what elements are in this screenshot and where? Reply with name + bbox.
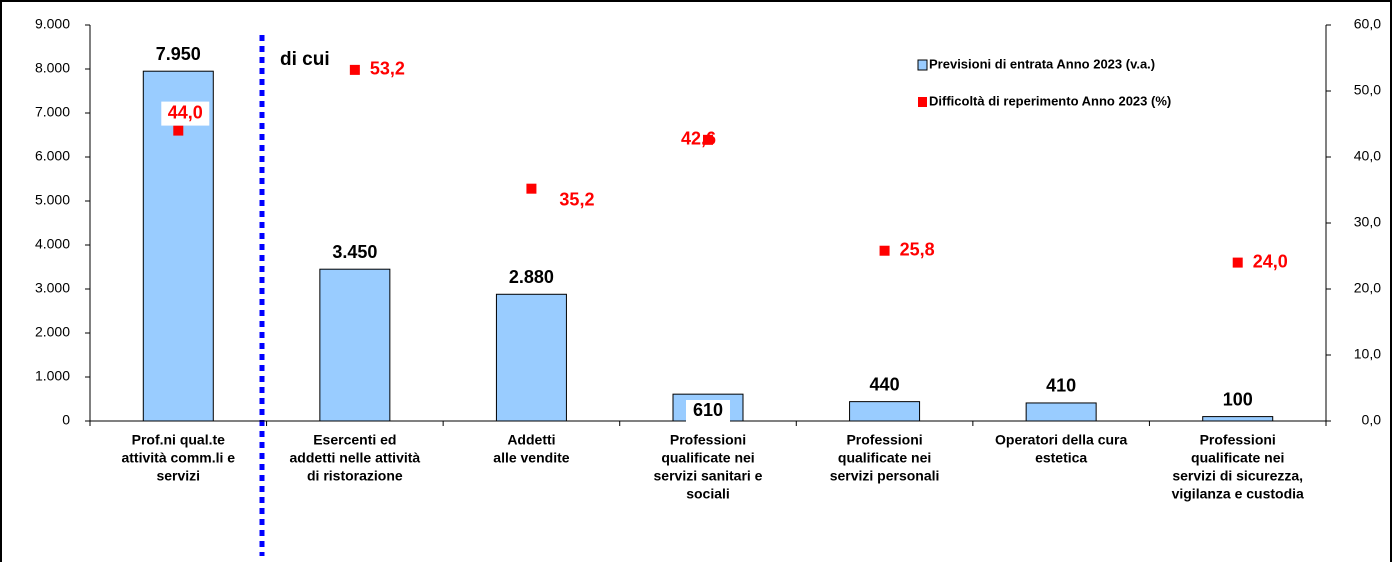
- bar: [495, 293, 567, 422]
- bar: [1025, 402, 1097, 422]
- legend-swatch: [918, 97, 927, 107]
- value-label: 3.450: [332, 242, 377, 262]
- y-tick-label: 3.000: [35, 280, 70, 296]
- marker: [526, 183, 537, 194]
- value-label: 410: [1046, 376, 1076, 396]
- legend-swatch: [917, 59, 928, 71]
- x-tick-label: Professioni: [1200, 432, 1276, 448]
- x-tick-label: Esercenti ed: [313, 432, 396, 448]
- value-label: 44,0: [168, 102, 203, 122]
- value-label: 25,8: [900, 239, 935, 259]
- x-tick-label: di ristorazione: [307, 468, 403, 484]
- value-label: 610: [693, 400, 723, 420]
- marker: [349, 64, 360, 75]
- y-tick-label: 9.000: [35, 16, 70, 32]
- value-label: 53,2: [370, 59, 405, 79]
- annotation: di cui: [280, 49, 330, 70]
- value-label: 7.950: [156, 44, 201, 64]
- y2-tick-label: 0,0: [1362, 412, 1382, 428]
- label-bg: [161, 101, 210, 126]
- y2-tick-label: 60,0: [1354, 16, 1381, 32]
- value-label: 35,2: [559, 189, 594, 209]
- y-tick-label: 6.000: [35, 148, 70, 164]
- y-tick-label: 7.000: [35, 104, 70, 120]
- y-tick-label: 5.000: [35, 192, 70, 208]
- x-tick-label: attività comm.li e: [121, 450, 235, 466]
- x-tick-label: estetica: [1035, 450, 1087, 466]
- x-tick-label: vigilanza e custodia: [1172, 486, 1304, 502]
- x-tick-label: Prof.ni qual.te: [132, 432, 226, 448]
- x-tick-label: sociali: [686, 486, 730, 502]
- value-label: 24,0: [1253, 251, 1288, 271]
- bar: [849, 401, 921, 422]
- x-tick-label: servizi sanitari e: [654, 468, 763, 484]
- value-label: 2.880: [509, 267, 554, 287]
- value-label: 42,6: [681, 129, 716, 149]
- y2-tick-label: 50,0: [1354, 82, 1381, 98]
- bar: [1202, 416, 1274, 422]
- x-tick-label: alle vendite: [493, 450, 569, 466]
- x-tick-label: qualificate nei: [1191, 450, 1284, 466]
- legend-label: Difficoltà di reperimento Anno 2023 (%): [929, 93, 1171, 108]
- value-label: 100: [1223, 389, 1253, 409]
- x-tick-label: Professioni: [670, 432, 746, 448]
- marker: [879, 245, 890, 256]
- legend-label: Previsioni di entrata Anno 2023 (v.a.): [929, 56, 1155, 71]
- y-tick-label: 0: [62, 412, 70, 428]
- y2-tick-label: 30,0: [1354, 214, 1381, 230]
- marker: [1232, 257, 1243, 268]
- label-bg: [686, 400, 730, 422]
- x-tick-label: servizi personali: [830, 468, 940, 484]
- x-tick-label: Operatori della cura: [995, 432, 1127, 448]
- x-tick-label: servizi di sicurezza,: [1172, 468, 1303, 484]
- x-tick-label: addetti nelle attività: [290, 450, 421, 466]
- y-tick-label: 1.000: [35, 368, 70, 384]
- x-tick-label: servizi: [156, 468, 200, 484]
- x-tick-label: qualificate nei: [838, 450, 931, 466]
- x-tick-label: Professioni: [846, 432, 922, 448]
- bar: [319, 268, 391, 422]
- y-tick-label: 2.000: [35, 324, 70, 340]
- value-label: 440: [870, 374, 900, 394]
- y2-tick-label: 20,0: [1354, 280, 1381, 296]
- y-tick-label: 8.000: [35, 60, 70, 76]
- x-tick-label: qualificate nei: [661, 450, 754, 466]
- x-tick-label: Addetti: [507, 432, 555, 448]
- y2-tick-label: 10,0: [1354, 346, 1381, 362]
- y2-tick-label: 40,0: [1354, 148, 1381, 164]
- y-tick-label: 4.000: [35, 236, 70, 252]
- marker: [173, 125, 184, 136]
- marker: [703, 134, 713, 145]
